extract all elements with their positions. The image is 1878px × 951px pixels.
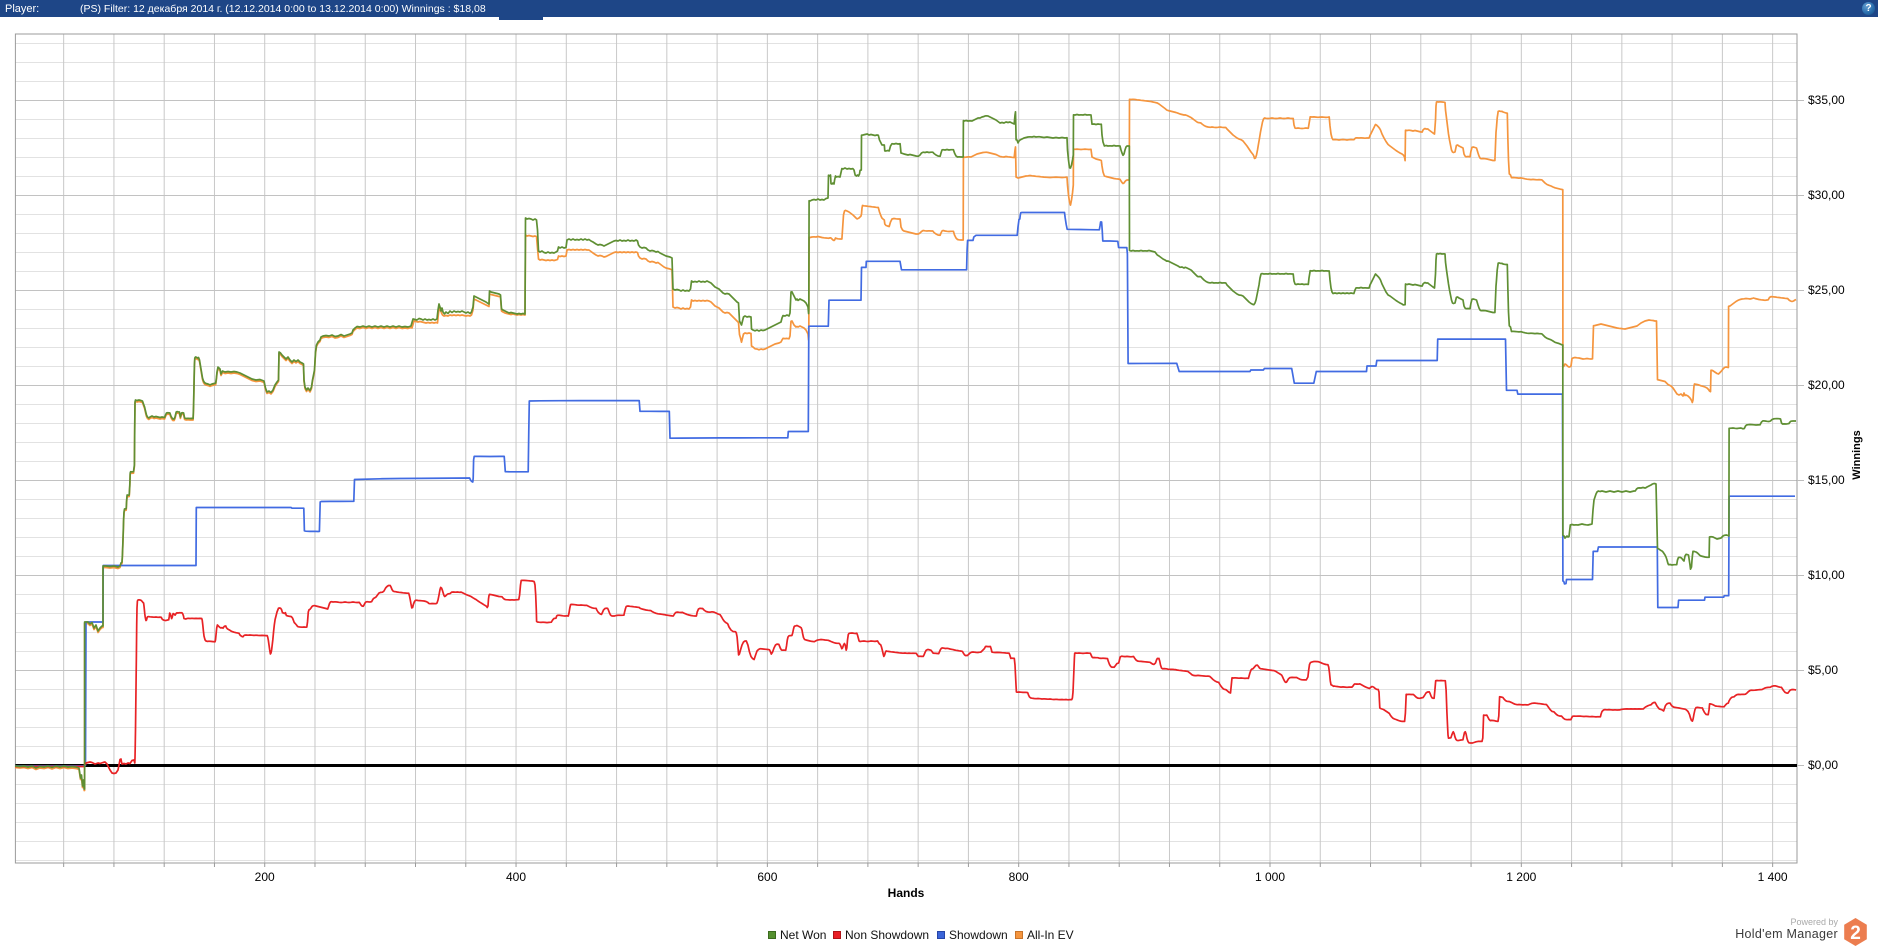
svg-text:400: 400	[506, 870, 526, 884]
svg-text:$5,00: $5,00	[1808, 663, 1838, 677]
svg-text:1 200: 1 200	[1506, 870, 1536, 884]
svg-text:2: 2	[1850, 923, 1861, 944]
svg-text:Hands: Hands	[888, 886, 925, 900]
svg-text:$15,00: $15,00	[1808, 473, 1845, 487]
svg-text:$20,00: $20,00	[1808, 378, 1845, 392]
svg-text:200: 200	[255, 870, 275, 884]
svg-text:$30,00: $30,00	[1808, 188, 1845, 202]
svg-text:$25,00: $25,00	[1808, 283, 1845, 297]
svg-text:600: 600	[757, 870, 777, 884]
svg-text:1 400: 1 400	[1758, 870, 1788, 884]
svg-text:800: 800	[1009, 870, 1029, 884]
svg-text:$0,00: $0,00	[1808, 758, 1838, 772]
svg-text:1 000: 1 000	[1255, 870, 1285, 884]
svg-text:$10,00: $10,00	[1808, 568, 1845, 582]
svg-text:$35,00: $35,00	[1808, 93, 1845, 107]
svg-text:Winnings: Winnings	[1851, 430, 1863, 479]
